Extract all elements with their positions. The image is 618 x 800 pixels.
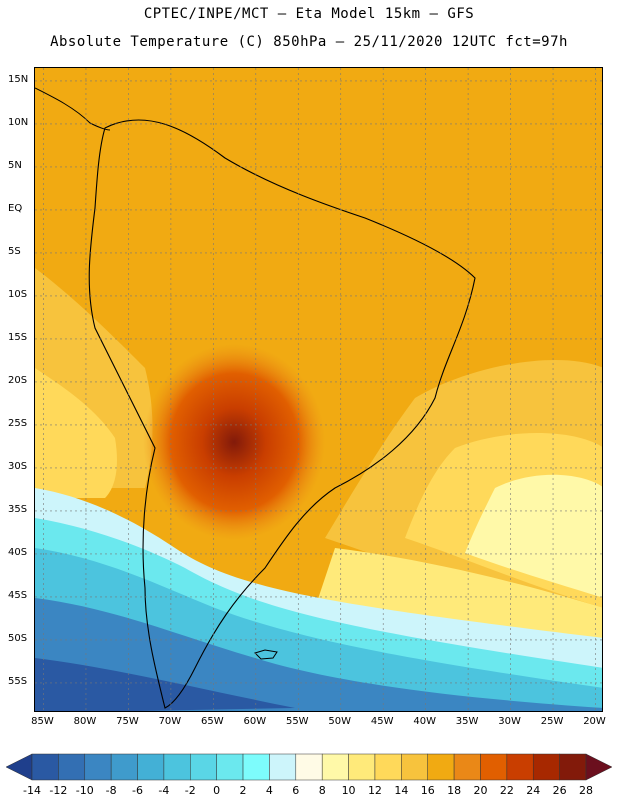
lat-label: 5N bbox=[8, 159, 22, 171]
lat-label: 15N bbox=[8, 73, 29, 85]
colorbar-label: -8 bbox=[105, 784, 117, 797]
colorbar-swatch bbox=[374, 753, 402, 781]
lat-label: 40S bbox=[8, 546, 28, 558]
lat-label: 10S bbox=[8, 288, 28, 300]
colorbar-label: 28 bbox=[579, 784, 593, 797]
colorbar-max-triangle bbox=[585, 753, 613, 781]
colorbar-label: 20 bbox=[473, 784, 488, 797]
colorbar-swatch bbox=[506, 753, 534, 781]
colorbar-swatch bbox=[163, 753, 191, 781]
field-south-deepest bbox=[35, 658, 295, 711]
colorbar-label: 14 bbox=[394, 784, 409, 797]
colorbar-label: 24 bbox=[526, 784, 541, 797]
chart-title: CPTEC/INPE/MCT — Eta Model 15km — GFS bbox=[143, 6, 475, 22]
colorbar-swatch bbox=[453, 753, 481, 781]
lon-label: 65W bbox=[201, 716, 224, 727]
lat-label: EQ bbox=[8, 202, 23, 214]
colorbar-label: -10 bbox=[75, 784, 94, 797]
lat-label: 35S bbox=[8, 503, 28, 515]
lat-label: 50S bbox=[8, 632, 28, 644]
colorbar-swatch bbox=[401, 753, 428, 781]
colorbar-label: -6 bbox=[132, 784, 143, 797]
colorbar-swatch bbox=[216, 753, 244, 781]
colorbar-label: -14 bbox=[23, 784, 41, 797]
colorbar-label: -2 bbox=[184, 784, 196, 797]
colorbar-min-triangle bbox=[5, 753, 33, 781]
colorbar-swatch bbox=[348, 753, 376, 781]
lon-label: 55W bbox=[285, 716, 309, 727]
lon-label: 45W bbox=[370, 716, 394, 727]
colorbar-label: 6 bbox=[292, 784, 300, 797]
colorbar-swatch bbox=[295, 753, 323, 781]
lat-label: 45S bbox=[8, 589, 28, 601]
falklands-outline bbox=[254, 649, 278, 660]
lon-label: 85W bbox=[31, 716, 54, 727]
colorbar-swatch bbox=[559, 753, 587, 781]
lat-label: 55S bbox=[8, 675, 28, 687]
colorbar-swatch bbox=[110, 753, 138, 781]
colorbar-swatch bbox=[84, 753, 112, 781]
lat-label: 30S bbox=[8, 460, 28, 472]
colorbar-swatch bbox=[269, 753, 297, 781]
colorbar-label: 22 bbox=[499, 784, 514, 797]
lat-label: 5S bbox=[8, 245, 21, 257]
lon-label: 20W bbox=[583, 716, 606, 727]
colorbar-label: 16 bbox=[420, 784, 435, 797]
colorbar-label: 4 bbox=[265, 784, 273, 797]
temperature-map bbox=[34, 67, 603, 712]
colorbar-swatch bbox=[58, 753, 86, 781]
colorbar-label: 2 bbox=[239, 784, 247, 797]
lon-label: 30W bbox=[498, 716, 521, 727]
lon-label: 35W bbox=[455, 716, 479, 727]
lon-label: 25W bbox=[540, 716, 564, 727]
colorbar-swatch bbox=[31, 753, 59, 781]
colorbar-label: 12 bbox=[367, 784, 382, 797]
lat-label: 20S bbox=[8, 374, 28, 386]
lon-label: 60W bbox=[243, 716, 267, 727]
lon-label: 40W bbox=[413, 716, 436, 727]
lat-label: 15S bbox=[8, 331, 28, 343]
colorbar bbox=[5, 753, 613, 781]
colorbar-swatch bbox=[480, 753, 508, 781]
colorbar-label: 8 bbox=[318, 784, 326, 797]
lat-label: 25S bbox=[8, 417, 28, 429]
colorbar-swatch bbox=[427, 753, 455, 781]
colorbar-swatch bbox=[532, 753, 560, 781]
colorbar-label: 26 bbox=[552, 784, 567, 797]
colorbar-label: 18 bbox=[447, 784, 462, 797]
colorbar-label: 10 bbox=[341, 784, 356, 797]
chart-subtitle: Absolute Temperature (C) 850hPa — 25/11/… bbox=[50, 34, 568, 50]
colorbar-label: -4 bbox=[158, 784, 170, 797]
south-america-outline bbox=[88, 119, 476, 709]
field-pacific-light bbox=[35, 368, 117, 498]
colorbar-swatch bbox=[242, 753, 270, 781]
lon-label: 75W bbox=[116, 716, 139, 727]
lat-label: 10N bbox=[8, 116, 29, 128]
field-north-band bbox=[35, 68, 602, 108]
colorbar-swatch bbox=[137, 753, 165, 781]
colorbar-swatch bbox=[190, 753, 217, 781]
lon-label: 50W bbox=[328, 716, 352, 727]
central-america-outline bbox=[35, 87, 111, 131]
lon-label: 70W bbox=[158, 716, 182, 727]
colorbar-swatch bbox=[321, 753, 349, 781]
field-atlantic-pale bbox=[465, 474, 602, 598]
lon-label: 80W bbox=[73, 716, 97, 727]
colorbar-label: 0 bbox=[213, 784, 221, 797]
colorbar-label: -12 bbox=[49, 784, 68, 797]
field-continental-heat bbox=[125, 288, 385, 568]
